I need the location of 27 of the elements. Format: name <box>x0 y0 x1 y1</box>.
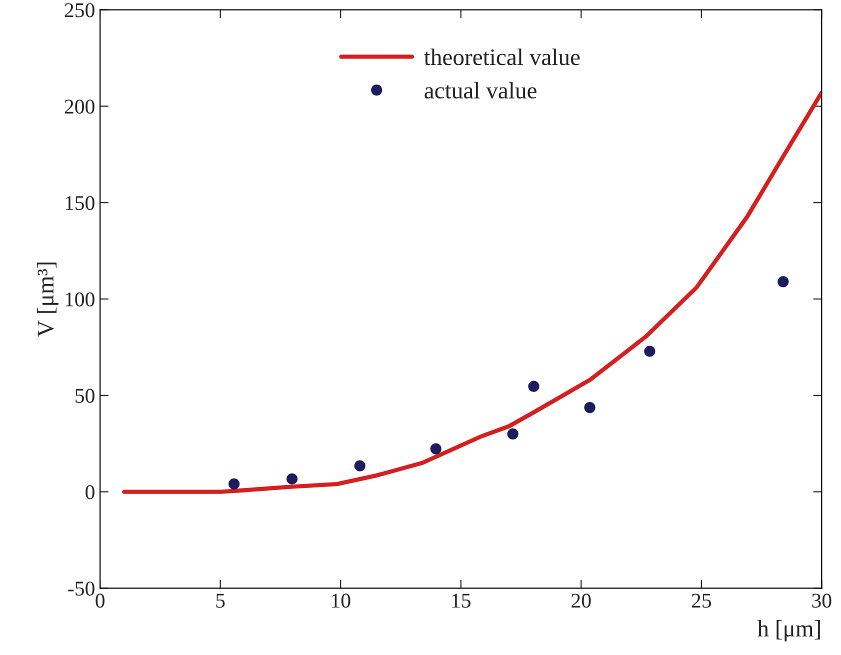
x-tick-label: 10 <box>332 594 350 608</box>
x-axis-title: h [μm] <box>757 620 820 642</box>
point <box>584 402 596 414</box>
x-tick-label: 0 <box>96 594 104 608</box>
point <box>528 380 540 392</box>
y-tick-label: 0 <box>86 485 94 500</box>
point <box>507 428 518 440</box>
y-tick-label: 200 <box>64 100 94 114</box>
point <box>286 473 298 484</box>
x-tick-label: 15 <box>452 594 470 608</box>
y-tick-label: 250 <box>64 3 94 18</box>
y-tick-label: 50 <box>76 388 94 403</box>
x-tick-label: 25 <box>692 594 711 608</box>
x-tick-label: 20 <box>572 594 591 608</box>
x-tick-label: 30 <box>812 594 832 608</box>
y-axis-title: V [μm³] <box>36 262 58 337</box>
legend-label: actual value <box>424 82 536 99</box>
point <box>778 276 789 288</box>
point <box>228 478 240 490</box>
y-tick-label: 100 <box>66 292 94 306</box>
legend-label: theoretical value <box>424 48 580 66</box>
x-tick-label: 5 <box>216 594 225 608</box>
point <box>644 346 656 357</box>
point <box>430 443 442 454</box>
y-tick-label: 150 <box>66 196 94 210</box>
y-tick-label: -50 <box>68 582 94 596</box>
point <box>354 460 366 472</box>
